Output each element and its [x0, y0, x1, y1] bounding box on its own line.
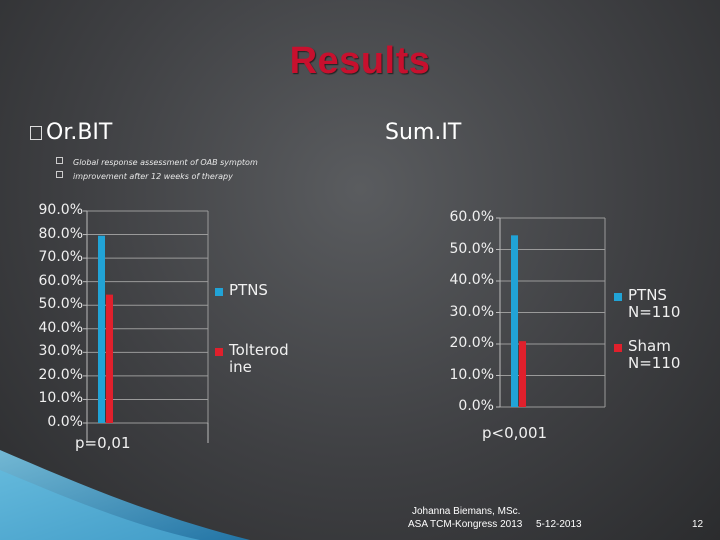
- right-bar-1: [519, 341, 526, 407]
- right-tick-label: 10.0%: [449, 366, 494, 383]
- left-heading: Or.BIT: [30, 120, 112, 145]
- legend-label-tolterodine: Tolterod ine: [229, 341, 289, 376]
- slide-title: Results: [289, 40, 431, 82]
- bullet-line-2: improvement after 12 weeks of therapy: [56, 171, 233, 181]
- right-tick-label: 50.0%: [449, 240, 494, 257]
- legend-swatch-tolterodine: [215, 348, 223, 356]
- legend-swatch-ptns: [215, 288, 223, 296]
- bullet-text-2: improvement after 12 weeks of therapy: [73, 172, 233, 181]
- left-bar-0: [98, 235, 105, 423]
- legend-label-ptns-n110: PTNS N=110: [628, 286, 681, 321]
- left-tick-label: 80.0%: [38, 225, 83, 242]
- p-value-right: p<0,001: [482, 424, 548, 442]
- footer-event: ASA TCM-Kongress 2013: [408, 519, 523, 530]
- left-tick-label: 40.0%: [38, 319, 83, 336]
- left-tick-label: 70.0%: [38, 249, 83, 266]
- p-value-left: p=0,01: [75, 434, 131, 452]
- bullet-text-1: Global response assessment of OAB sympto…: [73, 158, 258, 167]
- right-tick-label: 60.0%: [449, 209, 494, 225]
- bullet-square-icon: [56, 171, 63, 178]
- left-heading-text: Or.BIT: [46, 120, 113, 145]
- right-tick-label: 40.0%: [449, 272, 494, 288]
- left-tick-label: 50.0%: [38, 296, 83, 313]
- bullet-square-icon: [56, 157, 63, 164]
- left-bar-1: [106, 294, 113, 423]
- legend-swatch-ptns-n110: [614, 293, 622, 301]
- left-tick-label: 10.0%: [38, 390, 83, 407]
- footer-page-number: 12: [692, 519, 704, 530]
- right-tick-label: 20.0%: [449, 335, 494, 351]
- decorative-swoosh: [0, 450, 250, 540]
- left-tick-label: 30.0%: [38, 343, 83, 360]
- bullet-box-icon: [30, 126, 42, 140]
- legend-label-ptns: PTNS: [229, 281, 268, 299]
- right-bar-0: [511, 235, 518, 407]
- footer-date: 5-12-2013: [536, 519, 582, 530]
- right-tick-label: 30.0%: [449, 303, 494, 320]
- right-tick-label: 0.0%: [458, 398, 494, 414]
- left-tick-label: 60.0%: [38, 272, 83, 289]
- left-tick-label: 0.0%: [47, 414, 83, 430]
- right-heading: Sum.IT: [385, 120, 462, 145]
- legend-swatch-sham-n110: [614, 344, 622, 352]
- bullet-line-1: Global response assessment of OAB sympto…: [56, 157, 258, 167]
- left-tick-label: 20.0%: [38, 366, 83, 383]
- legend-label-sham-n110: Sham N=110: [628, 337, 681, 372]
- left-tick-label: 90.0%: [38, 202, 83, 218]
- footer-author: Johanna Biemans, MSc.: [412, 506, 521, 517]
